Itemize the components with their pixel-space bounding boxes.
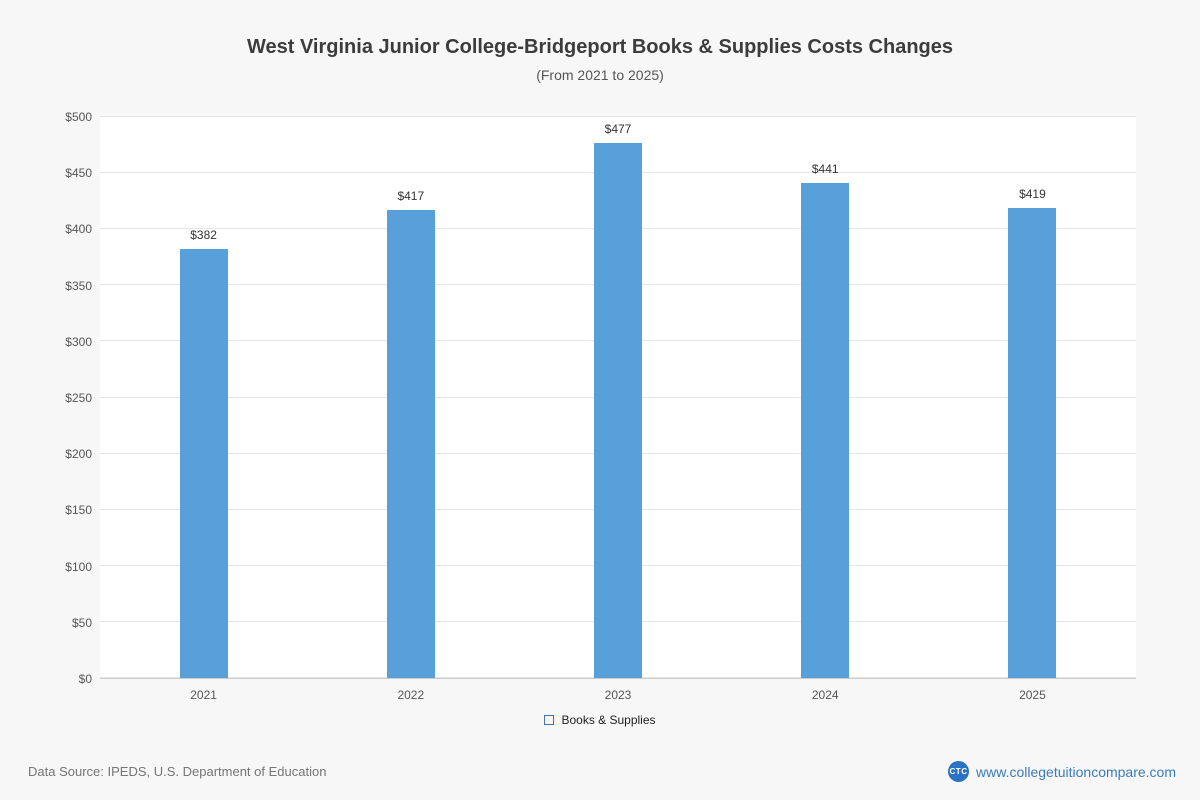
y-tick-label: $200	[65, 447, 92, 462]
x-tick-label: 2023	[604, 688, 632, 702]
chart: $0 $50 $100 $150 $200 $250 $300 $350 $400 $450 $50…	[65, 110, 1136, 707]
bar-2025[interactable]	[1008, 207, 1057, 678]
website-link[interactable]: CTC www.collegetuitioncompare.com	[948, 761, 1176, 782]
data-source: Data Source: IPEDS, U.S. Department of E…	[28, 764, 327, 779]
y-axis: $0 $50 $100 $150 $200 $250 $300 $350 $400 $450 $50…	[38, 110, 92, 686]
x-tick-label: 2022	[397, 688, 425, 702]
x-tick-label: 2024	[811, 688, 839, 702]
bar-2023[interactable]	[594, 142, 642, 678]
y-tick-label: $500	[65, 110, 92, 124]
bar-slot: $382	[100, 117, 307, 678]
bar-2021[interactable]	[179, 249, 228, 678]
gridline	[100, 116, 1136, 117]
y-tick-label: $50	[71, 615, 92, 630]
legend-swatch	[544, 715, 555, 725]
x-tick-label: 2025	[1019, 688, 1046, 702]
y-tick-label: $400	[65, 222, 92, 237]
y-tick-label: $450	[65, 166, 92, 181]
legend-label: Books & Supplies	[561, 713, 656, 727]
bar-value-label: $477	[604, 121, 632, 136]
bar-value-label: $417	[397, 189, 425, 204]
y-tick-label: $100	[65, 559, 92, 574]
chart-subtitle: (From 2021 to 2025)	[536, 67, 664, 83]
ctc-logo-icon: CTC	[948, 761, 970, 782]
y-tick-label: $250	[65, 391, 92, 405]
bar-value-label: $382	[190, 228, 217, 243]
website-url: www.collegetuitioncompare.com	[976, 763, 1176, 780]
y-tick-label: $0	[78, 672, 92, 686]
bar-value-label: $419	[1019, 186, 1046, 201]
bar-slot: $417	[307, 117, 514, 678]
bar-2022[interactable]	[386, 210, 435, 678]
bar-2024[interactable]	[801, 183, 850, 678]
x-tick-label: 2021	[190, 688, 217, 702]
y-tick-label: $350	[65, 278, 92, 293]
bar-slot: $441	[722, 117, 929, 678]
footer: Data Source: IPEDS, U.S. Department of E…	[28, 761, 1176, 782]
bar-slot: $477	[514, 117, 721, 678]
y-tick-label: $150	[65, 503, 92, 518]
y-tick-label: $300	[65, 334, 92, 349]
legend-item[interactable]: Books & Supplies	[0, 713, 1200, 727]
bar-value-label: $441	[811, 162, 839, 177]
x-axis: 2021 2022 2023 2024 2025	[100, 679, 1136, 702]
chart-title: West Virginia Junior College-Bridgeport …	[246, 36, 954, 58]
bars-layer: $382 $417 $477 $441 $419	[100, 117, 1136, 678]
bar-slot: $419	[929, 117, 1136, 678]
plot-area: $382 $417 $477 $441 $419	[100, 116, 1136, 679]
